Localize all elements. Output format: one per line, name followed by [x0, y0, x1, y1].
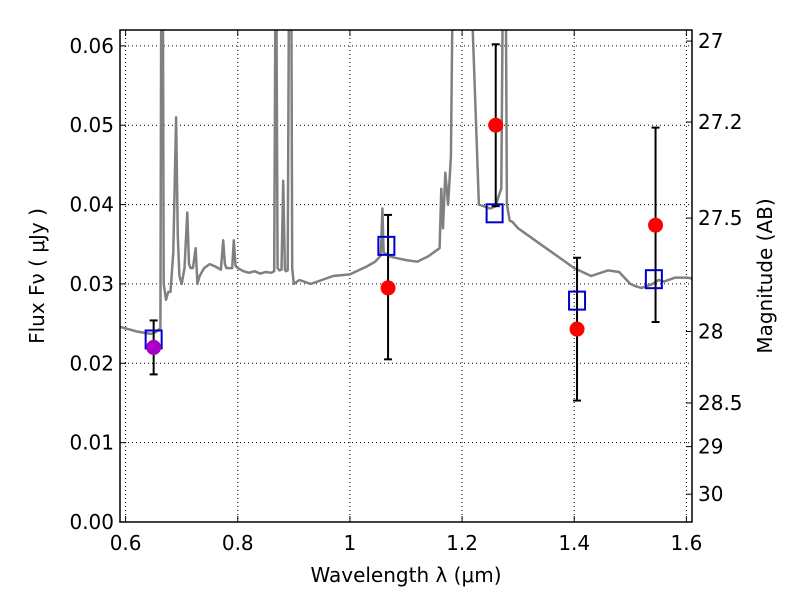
- y-tick-label: 0.01: [69, 431, 114, 455]
- y2-tick-label: 27.5: [698, 206, 743, 230]
- y-tick-label: 0.05: [69, 113, 114, 137]
- model-photometry-square: [485, 203, 504, 224]
- y2-tick-label: 29: [698, 435, 723, 459]
- plot-area: [120, 30, 692, 336]
- model-photometry-square: [644, 269, 663, 290]
- x-tick-label: 0.6: [110, 531, 142, 555]
- x-tick-label: 1.4: [558, 531, 590, 555]
- y2-axis-label: Magnitude (AB): [753, 198, 777, 353]
- y2-tick-label: 27.2: [698, 110, 743, 134]
- observed-photometry-point: [569, 321, 585, 337]
- y-tick-label: 0.04: [69, 193, 114, 217]
- model-photometry-square: [568, 290, 587, 311]
- y-tick-label: 0.00: [69, 510, 114, 534]
- x-tick-label: 1.2: [446, 531, 478, 555]
- y-tick-label: 0.02: [69, 351, 114, 375]
- y2-tick-label: 30: [698, 482, 723, 506]
- y-axis-label: Flux Fν ( μJy ): [25, 208, 49, 344]
- y2-tick-label: 28: [698, 320, 723, 344]
- x-tick-label: 1.6: [670, 531, 702, 555]
- model-photometry-square: [377, 235, 396, 256]
- observed-photometry-point: [146, 339, 162, 355]
- x-tick-label: 1: [344, 531, 357, 555]
- y-tick-label: 0.06: [69, 34, 114, 58]
- observed-photometry-point: [648, 217, 664, 233]
- plot-frame: [119, 29, 693, 523]
- axis-ticks: 0.6 0.8 1 1.2 1.4 1.6 0.00 0.01 0.02 0.03 0.04 0.05…: [69, 29, 742, 555]
- y-tick-label: 0.03: [69, 272, 114, 296]
- observed-photometry-point: [488, 117, 504, 133]
- y2-tick-label: 28.5: [698, 391, 743, 415]
- x-axis-label: Wavelength λ (μm): [310, 563, 501, 587]
- x-tick-label: 0.8: [222, 531, 254, 555]
- observed-photometry-point: [380, 280, 396, 296]
- data-markers: [144, 117, 664, 355]
- model-spectrum-line: [120, 30, 692, 336]
- y2-tick-label: 27: [698, 29, 723, 53]
